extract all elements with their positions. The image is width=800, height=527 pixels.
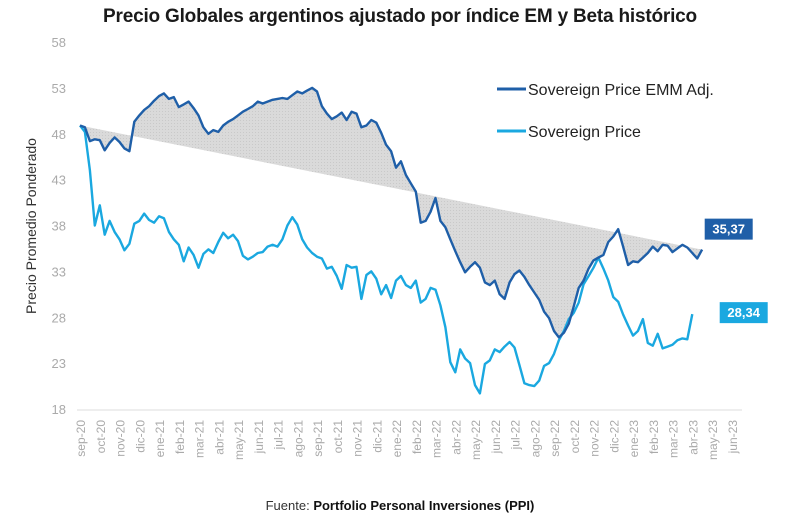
- x-tick-label: feb-21: [173, 420, 187, 454]
- x-tick-label: mar-21: [193, 420, 207, 458]
- legend-label: Sovereign Price EMM Adj.: [528, 82, 714, 99]
- x-tick-label: sep-22: [548, 420, 562, 457]
- x-tick-label: abr-21: [212, 420, 226, 455]
- x-tick-label: dic-22: [607, 420, 621, 453]
- x-tick-label: sep-21: [311, 420, 325, 457]
- end-value-label: 35,37: [704, 218, 753, 240]
- x-tick-label: oct-22: [568, 420, 582, 454]
- x-tick-label: nov-21: [351, 420, 365, 457]
- y-tick-label: 53: [52, 81, 66, 96]
- x-tick-label: mar-22: [430, 420, 444, 458]
- source-note: Fuente: Portfolio Personal Inversiones (…: [0, 498, 800, 513]
- series-line-emm-adj: [79, 86, 704, 339]
- x-tick-label: abr-22: [449, 420, 463, 455]
- y-tick-label: 48: [52, 127, 66, 142]
- y-tick-label: 43: [52, 173, 66, 188]
- x-tick-label: dic-20: [133, 420, 147, 453]
- x-tick-label: nov-22: [588, 420, 602, 457]
- legend: Sovereign Price EMM Adj. Sovereign Price: [497, 82, 714, 141]
- y-tick-label: 38: [52, 219, 66, 234]
- x-tick-label: oct-20: [94, 420, 108, 454]
- x-tick-label: jun-22: [489, 420, 503, 455]
- series-line-sovereign-price: [79, 124, 694, 395]
- x-tick-label: nov-20: [114, 420, 128, 457]
- y-axis-label: Precio Promedio Ponderado: [23, 138, 39, 314]
- x-tick-label: feb-23: [647, 420, 661, 454]
- x-tick-label: ago-22: [528, 420, 542, 458]
- x-tick-label: ene-21: [153, 420, 167, 458]
- x-tick-label: may-23: [706, 420, 720, 460]
- x-tick-label: ago-21: [291, 420, 305, 458]
- y-tick-label: 33: [52, 264, 66, 279]
- y-tick-label: 23: [52, 356, 66, 371]
- x-tick-label: jul-22: [509, 420, 523, 451]
- legend-label: Sovereign Price: [528, 124, 641, 141]
- x-axis: sep-20 oct-20 nov-20 dic-20 ene-21 feb-21 mar-…: [74, 420, 740, 460]
- svg-text:28,34: 28,34: [727, 305, 760, 320]
- fill-between-area: [80, 87, 703, 338]
- y-tick-label: 18: [52, 402, 66, 417]
- y-tick-label: 28: [52, 310, 66, 325]
- x-tick-label: sep-20: [74, 420, 88, 457]
- x-tick-label: dic-21: [370, 420, 384, 453]
- source-name: Portfolio Personal Inversiones (PPI): [313, 498, 535, 513]
- x-tick-label: jul-21: [272, 420, 286, 451]
- x-tick-label: abr-23: [686, 420, 700, 455]
- x-tick-label: may-21: [232, 420, 246, 460]
- legend-item: Sovereign Price: [497, 124, 641, 141]
- y-axis: 18 23 28 33 38 43 48 53 58: [52, 35, 66, 417]
- x-tick-label: jun-23: [726, 420, 740, 455]
- x-tick-label: may-22: [469, 420, 483, 460]
- x-tick-label: ene-22: [390, 420, 404, 458]
- source-prefix: Fuente:: [265, 498, 314, 513]
- x-tick-label: mar-23: [667, 420, 681, 458]
- chart-title: Precio Globales argentinos ajustado por …: [103, 6, 697, 27]
- x-tick-label: feb-22: [410, 420, 424, 454]
- legend-item: Sovereign Price EMM Adj.: [497, 82, 714, 99]
- x-tick-label: ene-23: [627, 420, 641, 458]
- x-tick-label: oct-21: [331, 420, 345, 454]
- svg-text:35,37: 35,37: [712, 222, 745, 237]
- end-value-label: 28,34: [719, 302, 768, 324]
- x-tick-label: jun-21: [252, 420, 266, 455]
- y-tick-label: 58: [52, 35, 66, 50]
